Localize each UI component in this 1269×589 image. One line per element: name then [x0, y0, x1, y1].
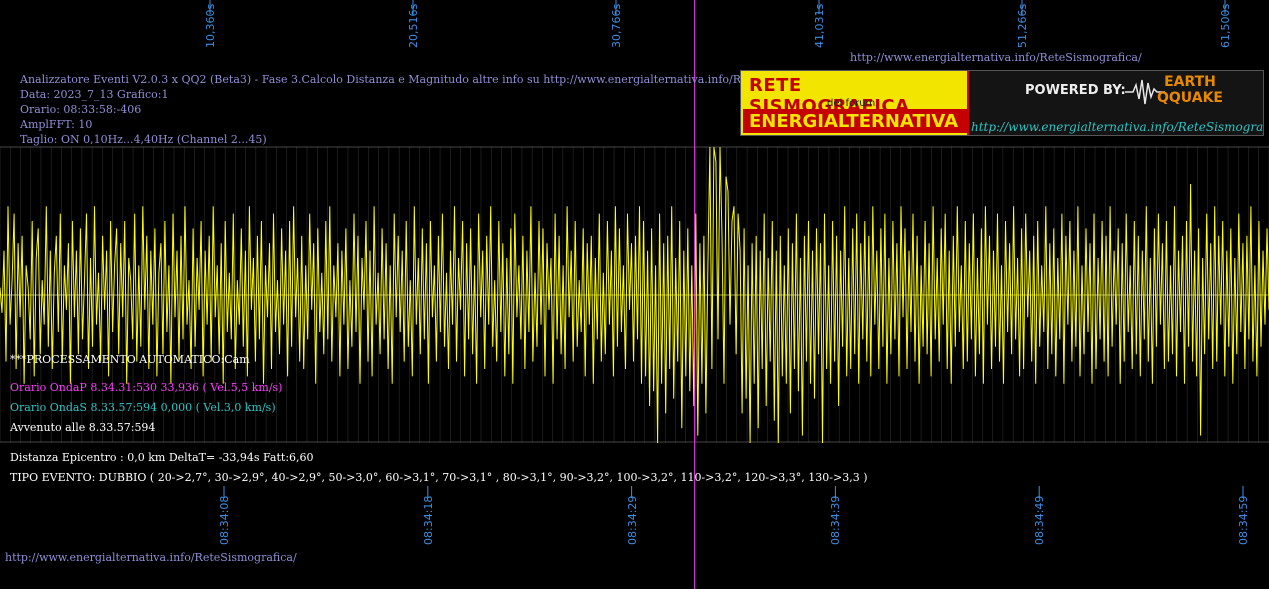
filter-line: Taglio: ON 0,10Hz...4,40Hz (Channel 2...…: [20, 133, 267, 146]
bottom-axis-tick-label: 08:34:49: [1033, 495, 1047, 545]
top-axis-tick-label: 41,031s: [813, 3, 826, 48]
top-axis-tick-label: 61,500s: [1219, 3, 1232, 48]
brand-earth: EARTH: [1164, 74, 1216, 90]
seismograph-wave-icon: [1125, 79, 1165, 105]
top-axis-tick-label: 30,766s: [610, 3, 623, 48]
seismic-trace: [0, 146, 1269, 444]
logo-red-band: ENERGIALTERNATIVA: [743, 109, 967, 133]
logo-subtitle: del forum: [827, 98, 876, 109]
event-time: Avvenuto alle 8.33.57:594: [10, 421, 156, 434]
processing-status: ***PROCESSAMENTO AUTOMATICO:Cam: [10, 353, 250, 366]
bottom-axis-tick-label: 08:34:59: [1237, 495, 1250, 545]
bottom-axis-tick-label: 08:34:08: [218, 495, 231, 545]
event-type: TIPO EVENTO: DUBBIO ( 20->2,7°, 30->2,9°…: [10, 471, 868, 484]
logo-powered-by: POWERED BY:: [1025, 83, 1126, 98]
logo-forum-name: ENERGIALTERNATIVA: [749, 111, 959, 132]
top-axis-tick-label: 51,266s: [1016, 3, 1029, 48]
top-axis-tick-label: 10,360s: [204, 3, 217, 48]
bottom-axis-tick-label: 08:34:39: [829, 495, 843, 545]
axis-tick-marks: [209, 0, 1244, 498]
logo-yellow-panel: RETE SISMOGRAFICA del forum ENERGIALTERN…: [741, 71, 969, 135]
analyzer-title: Analizzatore Eventi V2.0.3 x QQ2 (Beta3)…: [20, 73, 786, 86]
epicenter-distance: Distanza Epicentro : 0,0 km DeltaT= -33,…: [10, 451, 314, 464]
p-wave-time: Orario OndaP 8.34.31:530 33,936 ( Vel.5,…: [10, 381, 283, 394]
date-line: Data: 2023_7_13 Grafico:1: [20, 88, 169, 101]
amplitude-line: AmplFFT: 10: [20, 118, 93, 131]
s-wave-time: Orario OndaS 8.33.57:594 0,000 ( Vel.3,0…: [10, 401, 276, 414]
brand-qquake: QQUAKE: [1157, 90, 1223, 106]
bottom-axis-tick-label: 08:34:29: [625, 495, 639, 545]
rete-sismografica-logo[interactable]: RETE SISMOGRAFICA del forum ENERGIALTERN…: [740, 70, 1264, 136]
header-url-link[interactable]: http://www.energialternativa.info/ReteSi…: [850, 51, 1142, 64]
footer-url-link[interactable]: http://www.energialternativa.info/ReteSi…: [5, 551, 297, 564]
earthquake-brand: EARTH QQUAKE: [1155, 74, 1225, 106]
top-axis-tick-label: 20,516s: [407, 3, 420, 48]
bottom-axis-tick-label: 08:34:18: [421, 495, 435, 545]
time-line: Orario: 08:33:58:-406: [20, 103, 142, 116]
logo-url-link[interactable]: http://www.energialternativa.info/ReteSi…: [971, 120, 1264, 134]
